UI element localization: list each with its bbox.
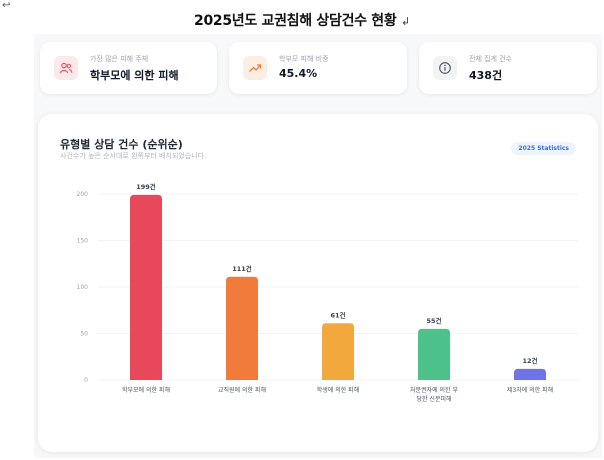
y-tick-label: 150: [77, 238, 89, 245]
y-tick-label: 200: [77, 191, 89, 198]
category-label: 학생에 의한 피해: [317, 386, 359, 394]
y-tick-label: 50: [80, 331, 88, 338]
info-icon: [433, 56, 457, 80]
y-tick-label: 0: [84, 377, 88, 384]
stat-card-parent-share: 학부모 피해 비중 45.4%: [229, 42, 407, 94]
category-label: 처분권자에 의한 부: [410, 386, 458, 394]
stat-value: 45.4%: [279, 67, 318, 80]
stat-label: 가장 많은 피해 주체: [90, 55, 149, 63]
bar: [226, 276, 258, 380]
bar: [130, 194, 162, 380]
statistics-badge: 2025 Statistics: [511, 142, 576, 155]
category-label: 학부모에 의한 피해: [122, 386, 170, 394]
data-label: 199건: [136, 182, 156, 191]
data-label: 12건: [522, 356, 537, 365]
document-title-text: 2025년도 교권침해 상담건수 현황: [194, 13, 397, 29]
y-tick-label: 100: [77, 284, 89, 291]
data-label: 111건: [232, 264, 252, 273]
chart-card: 유형별 상담 건수 (순위순) 사건수가 높은 순서대로 왼쪽부터 배치되었습니…: [38, 114, 598, 452]
bar: [322, 323, 354, 380]
users-icon: [54, 56, 78, 80]
category-label: 제3자에 의한 피해: [507, 386, 553, 394]
stat-value: 학부모에 의한 피해: [90, 69, 179, 82]
corner-return-mark: ↩: [2, 0, 11, 11]
chart-title: 유형별 상담 건수 (순위순): [60, 138, 183, 151]
stat-card-total-count: 전체 집계 건수 438건: [419, 42, 597, 94]
stat-label: 전체 집계 건수: [469, 55, 513, 63]
trend-up-icon: [243, 56, 267, 80]
data-label: 61건: [330, 310, 345, 319]
category-label: 교직원에 의한 피해: [218, 386, 266, 394]
bar: [418, 328, 450, 380]
document-title: 2025년도 교권침해 상담건수 현황 ↲: [0, 10, 604, 30]
bar: [514, 368, 546, 380]
chart-subtitle: 사건수가 높은 순서대로 왼쪽부터 배치되었습니다.: [60, 152, 207, 160]
stat-card-top-subject: 가장 많은 피해 주체 학부모에 의한 피해: [40, 42, 217, 94]
data-label: 55건: [426, 316, 441, 325]
paragraph-return-mark: ↲: [401, 15, 410, 28]
stat-value: 438건: [469, 69, 503, 82]
category-label: 당한 신분피해: [416, 395, 451, 403]
stat-label: 학부모 피해 비중: [279, 55, 329, 63]
